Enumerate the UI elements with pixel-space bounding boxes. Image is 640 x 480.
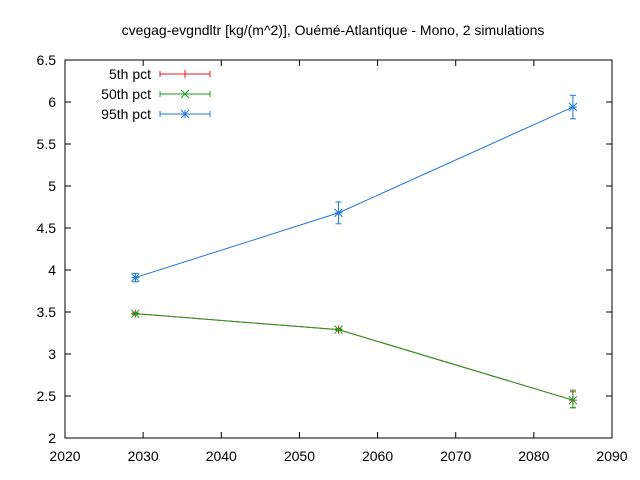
legend-marker (180, 89, 190, 99)
x-tick-label: 2040 (206, 448, 237, 464)
y-tick-label: 5 (48, 178, 56, 194)
data-point (130, 309, 140, 319)
x-tick-label: 2020 (49, 448, 80, 464)
data-point-stroke (130, 309, 140, 319)
y-tick-label: 2 (48, 430, 56, 446)
data-point (334, 325, 343, 334)
series-line (135, 106, 574, 279)
legend-marker-stroke (180, 109, 190, 119)
data-point-stroke (130, 273, 140, 282)
y-tick-label: 3 (48, 346, 56, 362)
x-tick-label: 2090 (596, 448, 627, 464)
y-tick-label: 4.5 (37, 220, 57, 236)
x-tick-label: 2050 (284, 448, 315, 464)
legend-marker (181, 70, 189, 78)
x-tick-label: 2070 (440, 448, 471, 464)
y-tick-label: 5.5 (37, 136, 57, 152)
y-tick-label: 6.5 (37, 52, 57, 68)
y-tick-label: 4 (48, 262, 56, 278)
series-line (135, 313, 574, 401)
legend-marker (180, 109, 190, 119)
legend-label: 50th pct (101, 86, 151, 102)
axes: 2020 2030 2040 2050 2060 2070 2080 2090 2 2.5 3 3.5… (37, 52, 628, 464)
legend-label: 95th pct (101, 106, 151, 122)
series-layer (130, 94, 578, 409)
legend: 5th pct 50th pct 95th pct (101, 66, 211, 122)
data-point-stroke (568, 395, 578, 405)
y-tick-label: 6 (48, 94, 56, 110)
data-point (568, 102, 578, 112)
data-point (130, 273, 140, 282)
data-point-stroke (334, 325, 343, 334)
y-tick-label: 2.5 (37, 388, 57, 404)
legend-marker-stroke (180, 89, 190, 99)
data-point-stroke (334, 208, 343, 218)
data-point (568, 395, 578, 405)
data-point (334, 208, 343, 218)
x-tick-label: 2080 (518, 448, 549, 464)
legend-label: 5th pct (109, 66, 151, 82)
series-0 (131, 309, 577, 409)
data-point-stroke (568, 102, 578, 112)
series-2 (130, 94, 578, 283)
x-tick-label: 2030 (128, 448, 159, 464)
x-tick-label: 2060 (362, 448, 393, 464)
y-tick-label: 3.5 (37, 304, 57, 320)
series-line (135, 313, 574, 401)
plot-frame (64, 59, 613, 439)
chart-title: cvegag-evgndltr [kg/(m^2)], Ouémé-Atlant… (122, 22, 545, 38)
series-1 (130, 309, 578, 409)
